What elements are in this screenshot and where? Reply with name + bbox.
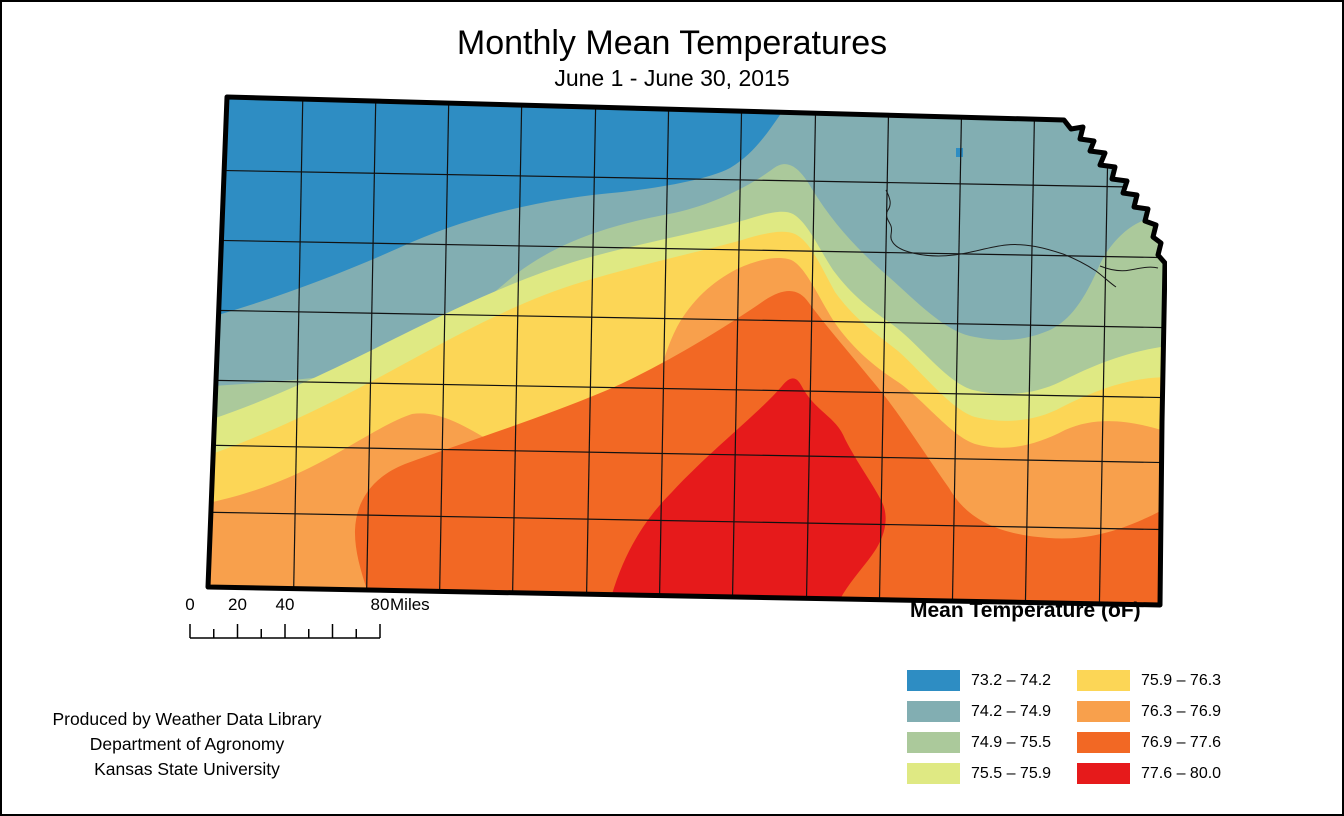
legend-label: 77.6 – 80.0: [1141, 764, 1222, 782]
credits-block: Produced by Weather Data Library Departm…: [27, 707, 347, 782]
legend-item: 76.9 – 77.6: [1077, 727, 1247, 758]
scale-label-20: 20: [228, 595, 247, 614]
reservoir-marker: [956, 148, 963, 157]
legend-item: 77.6 – 80.0: [1077, 758, 1247, 789]
legend-title: Mean Temperature (oF): [910, 599, 1141, 622]
legend-swatch: [907, 732, 960, 753]
legend-label: 74.9 – 75.5: [971, 733, 1052, 751]
legend-label: 75.9 – 76.3: [1141, 671, 1222, 689]
band-776-80: [603, 378, 886, 605]
state-outline: [205, 94, 1167, 608]
page-subtitle: June 1 - June 30, 2015: [554, 65, 790, 92]
legend-swatch: [907, 701, 960, 722]
legend-swatch: [907, 763, 960, 784]
title-block: Monthly Mean Temperatures June 1 - June …: [2, 24, 1342, 92]
scale-label-0: 0: [185, 595, 194, 614]
legend-item: 74.2 – 74.9: [907, 696, 1077, 727]
kansas-temperature-map: [205, 94, 1167, 608]
scale-bar: 0 20 40 80 Miles: [185, 595, 430, 639]
legend-item: 76.3 – 76.9: [1077, 696, 1247, 727]
legend-swatch: [1077, 763, 1130, 784]
scale-ticks: [189, 624, 381, 639]
legend-item: 74.9 – 75.5: [907, 727, 1077, 758]
legend-swatch: [1077, 732, 1130, 753]
legend-item: 75.9 – 76.3: [1077, 665, 1247, 696]
credit-line-2: Department of Agronomy: [89, 734, 285, 754]
legend-label: 75.5 – 75.9: [971, 764, 1052, 782]
county-boundaries: [208, 97, 1165, 605]
legend-label: 76.3 – 76.9: [1141, 702, 1222, 720]
legend-label: 76.9 – 77.6: [1141, 733, 1222, 751]
legend-swatch: [1077, 670, 1130, 691]
legend-item: 73.2 – 74.2: [907, 665, 1077, 696]
river-lines: [885, 189, 1159, 288]
legend-swatch: [1077, 701, 1130, 722]
legend-item: 75.5 – 75.9: [907, 758, 1077, 789]
page-title: Monthly Mean Temperatures: [456, 24, 888, 62]
credit-line-3: Kansas State University: [94, 759, 280, 779]
scale-label-40: 40: [276, 595, 295, 614]
scale-unit-label: Miles: [390, 595, 430, 614]
scale-label-80: 80: [371, 595, 390, 614]
credit-line-1: Produced by Weather Data Library: [52, 709, 322, 729]
temperature-legend: 73.2 – 74.2 74.2 – 74.9 74.9 – 75.5 75.5…: [907, 665, 1247, 789]
legend-label: 74.2 – 74.9: [971, 702, 1052, 720]
legend-swatch: [907, 670, 960, 691]
legend-label: 73.2 – 74.2: [971, 671, 1052, 689]
